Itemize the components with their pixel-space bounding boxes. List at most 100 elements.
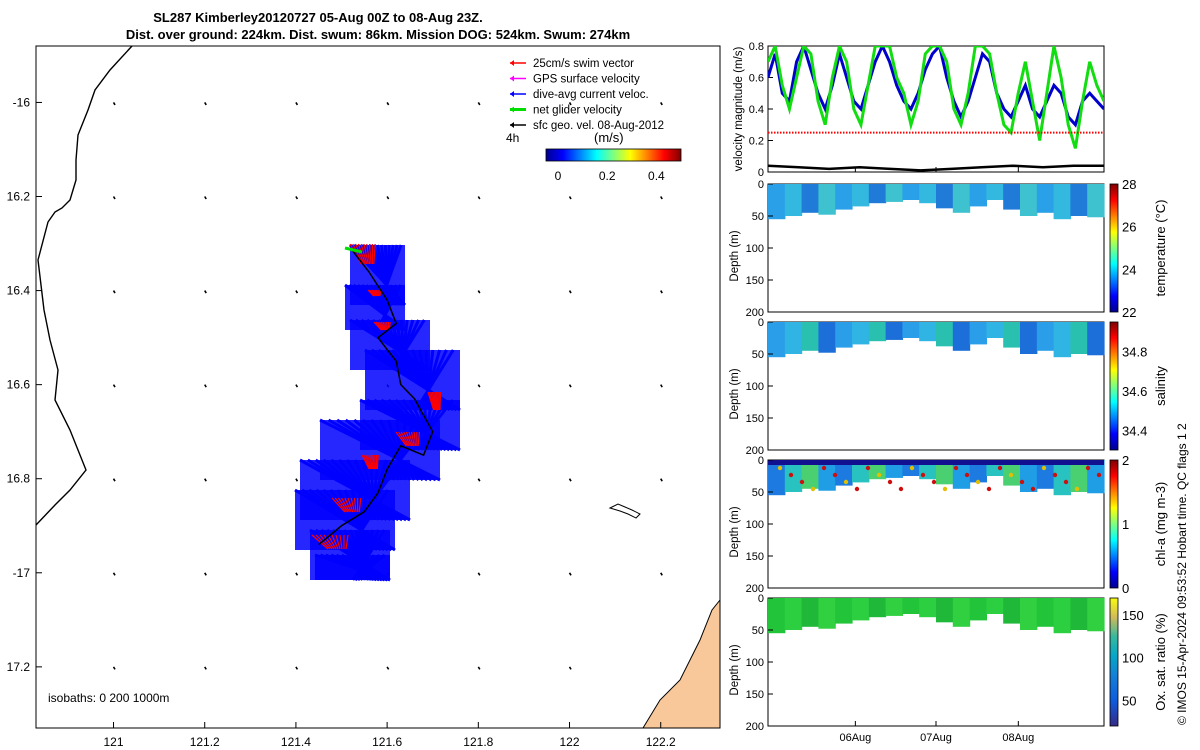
map-x-tick-label: 121 (104, 735, 124, 749)
swim-vector (431, 391, 437, 411)
swim-vector (363, 454, 371, 470)
section-profile-cell (868, 184, 887, 204)
chl-a-sample (898, 486, 904, 492)
depth-tick-label: 0 (758, 179, 764, 191)
swim-vector (400, 431, 410, 447)
section-profile-cell (919, 184, 937, 204)
section-profile-cell (986, 598, 1004, 614)
section-profile-cell (768, 460, 786, 496)
depth-ylabel: Depth (m) (729, 230, 741, 281)
section-profile-cell (969, 322, 987, 345)
swim-vector (365, 454, 372, 470)
section-colorbar (1109, 321, 1119, 451)
swim-vector (380, 321, 386, 331)
legend-interval: 4h (506, 131, 519, 145)
depth-tick-label: 150 (746, 275, 764, 287)
chl-a-sample (810, 486, 816, 492)
depth-tick-label: 200 (746, 721, 764, 733)
section-profile-cell (936, 322, 954, 347)
map-y-tick-label: -17 (13, 566, 31, 580)
swim-vector (372, 454, 376, 470)
sfc-geo-vector (477, 102, 481, 106)
section-profile-cell (936, 460, 954, 485)
date-tick-label: 08Aug (1002, 732, 1034, 744)
section-profile-cell (1053, 184, 1071, 220)
swim-vector (427, 391, 435, 411)
sfc-geo-vector (295, 666, 299, 670)
section-profile-cell (1087, 460, 1105, 494)
swim-vector (382, 321, 387, 331)
section-panel-oxygen: 0 50 100 150 200 Depth (m) 150 100 50 Ox. sat. ra… (729, 593, 1168, 733)
sfc-geo-vector (112, 290, 116, 294)
sfc-geo-vector (568, 478, 572, 482)
colorbar-tick-label: 50 (1122, 693, 1136, 708)
sfc-geo-vector (204, 384, 207, 388)
swim-vector (430, 391, 436, 411)
chl-a-sample (843, 479, 849, 485)
section-profile-cell (784, 322, 803, 354)
glider-track (318, 247, 434, 546)
section-profile-cell (919, 322, 937, 342)
swim-vector (437, 391, 440, 411)
depth-ylabel: Depth (m) (729, 644, 741, 695)
sfc-geo-vector (568, 290, 572, 294)
swim-vector (337, 497, 349, 513)
section-profile-cell (1036, 322, 1055, 351)
swim-vector (366, 243, 371, 265)
colorbar-tick-label: 28 (1122, 177, 1136, 192)
swim-vector (344, 497, 352, 513)
chl-a-sample (777, 465, 783, 471)
swim-vector (339, 534, 343, 550)
swim-vector (369, 243, 372, 265)
colorbar-tick-label: 34.6 (1122, 384, 1147, 399)
sfc-geo-vector (295, 102, 299, 106)
swim-vector (386, 321, 389, 331)
colorbar-label: Ox. sat. ratio (%) (1153, 613, 1168, 711)
depth-tick-label: 200 (746, 583, 764, 595)
chl-a-sample (1074, 486, 1080, 492)
section-profile-cell (784, 598, 803, 630)
chl-a-sample (876, 472, 882, 478)
map-y-tick-label: 16.4 (7, 284, 31, 298)
swim-vector (377, 289, 380, 297)
swim-vector (368, 289, 375, 297)
section-profile-cell (818, 184, 836, 215)
section-profile-cell (801, 184, 819, 213)
depth-tick-label: 50 (752, 349, 764, 361)
sfc-geo-vector (204, 666, 207, 670)
section-profile-cell (801, 598, 819, 627)
section-profile-cell (852, 460, 870, 483)
swim-vector (347, 497, 354, 513)
section-profile-cell (835, 598, 853, 624)
sfc-geo-vector (386, 666, 390, 670)
colorbar-tick-label: 26 (1122, 220, 1136, 235)
sfc-geo-vector (295, 572, 299, 576)
legend-label: GPS surface velocity (533, 74, 640, 86)
sfc-geo-vector (477, 290, 481, 294)
chl-a-sample (986, 486, 992, 492)
colorbar-tick-label: 0.4 (648, 169, 665, 183)
sfc-geo-vector (204, 102, 207, 106)
section-profile-cell (952, 184, 971, 213)
map-y-tick-label: 17.2 (7, 660, 31, 674)
colorbar-tick-label: 100 (1122, 651, 1144, 666)
depth-ylabel: Depth (m) (729, 368, 741, 419)
chl-a-sample (1019, 479, 1025, 485)
sfc-geo-vector (295, 384, 299, 388)
section-profile-cell (969, 598, 987, 621)
current-vector-field (112, 102, 663, 670)
swim-vector (353, 497, 357, 513)
section-profile-cell (784, 184, 803, 216)
island (608, 503, 641, 519)
swim-vector (439, 391, 442, 411)
colorbar-unit: (m/s) (594, 130, 624, 145)
swim-vector (398, 431, 409, 447)
map-x-tick-label: 121.6 (372, 735, 402, 749)
chl-a-sample (920, 472, 926, 478)
depth-tick-label: 50 (752, 625, 764, 637)
swim-vector (403, 431, 411, 447)
net-glider-velocity (344, 246, 363, 254)
chl-a-sample (854, 486, 860, 492)
chl-a-sample (1063, 479, 1069, 485)
